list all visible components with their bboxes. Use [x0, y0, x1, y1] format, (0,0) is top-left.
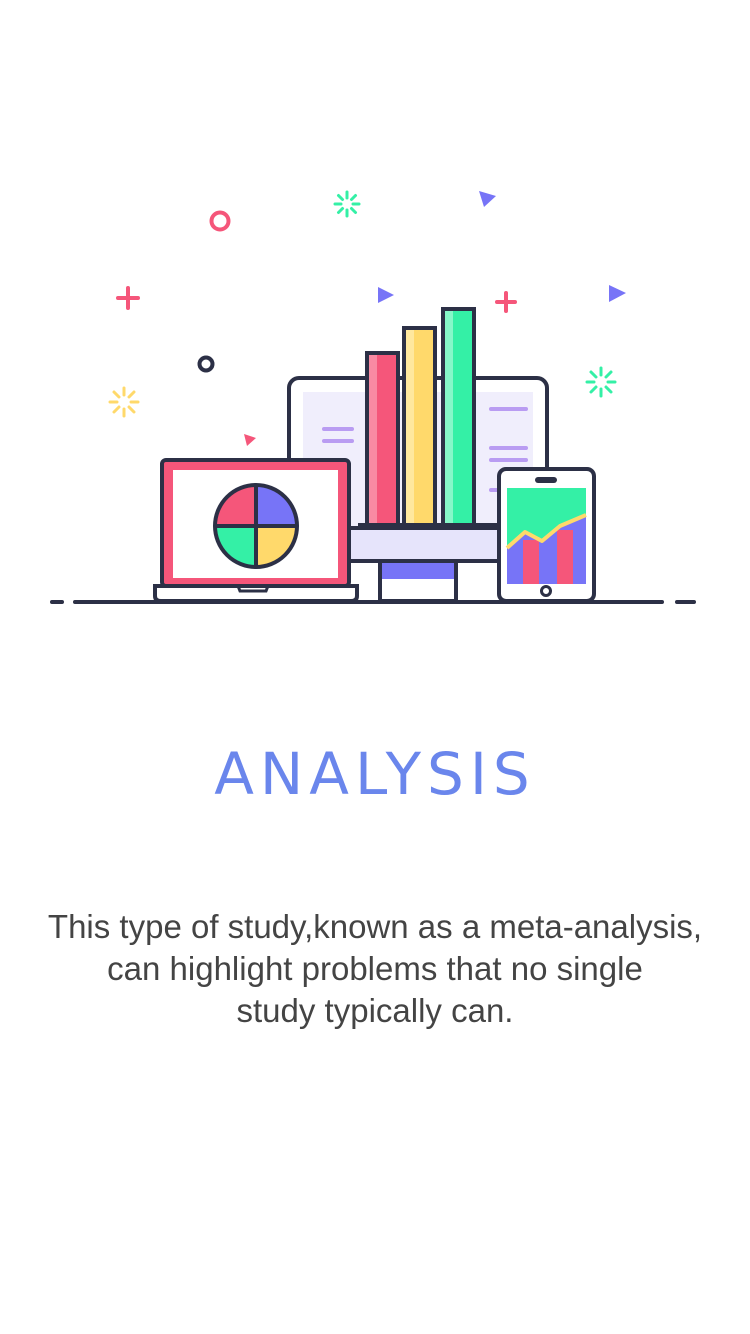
- description-line: study typically can.: [236, 992, 514, 1029]
- tablet-icon: [497, 467, 596, 603]
- plus-icon: [495, 291, 517, 313]
- sparkle-icon: [333, 190, 361, 218]
- text-lines-icon: [322, 407, 528, 492]
- description-text: This type of study,known as a meta-analy…: [20, 906, 730, 1032]
- sparkle-icon: [585, 366, 617, 398]
- ring-icon: [209, 210, 231, 232]
- laptop-icon: [153, 458, 359, 603]
- triangle-icon: [609, 285, 626, 302]
- bar-chart-icon: [358, 307, 500, 527]
- plus-icon: [116, 286, 140, 310]
- area-chart-icon: [505, 488, 587, 584]
- pie-chart-icon: [213, 483, 299, 569]
- page-title: ANALYSIS: [214, 740, 536, 808]
- decoration-group: [108, 190, 626, 446]
- analysis-illustration: [50, 190, 696, 604]
- triangle-icon: [479, 191, 496, 207]
- triangle-icon: [244, 434, 256, 446]
- description-line: can highlight problems that no single: [107, 950, 643, 987]
- sparkle-icon: [108, 386, 140, 418]
- triangle-icon: [378, 287, 394, 303]
- description-line: This type of study,known as a meta-analy…: [47, 908, 703, 945]
- ring-icon: [197, 355, 215, 373]
